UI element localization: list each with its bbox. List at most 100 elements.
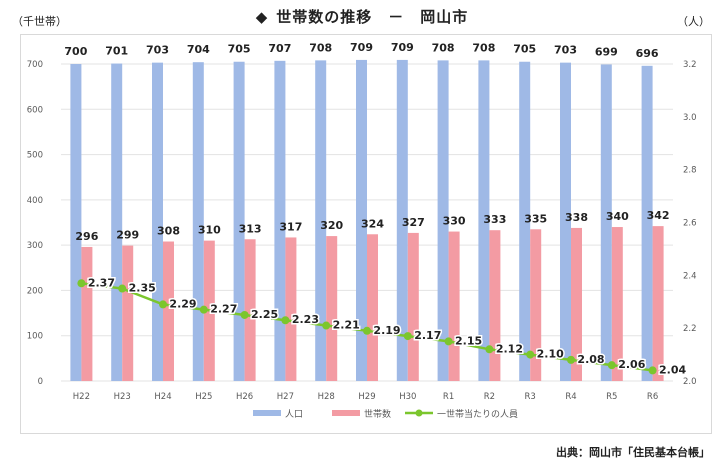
x-axis-tick-label: R2	[484, 392, 495, 402]
x-axis-tick-label: H22	[73, 392, 90, 402]
x-axis-tick-label: H23	[114, 392, 131, 402]
legend-per-household-label: 一世帯当たりの人員	[437, 408, 518, 420]
per-household-data-label: 2.10	[537, 348, 564, 361]
households-data-label: 320	[320, 219, 343, 232]
legend-per-household-swatch-marker	[415, 409, 423, 417]
right-axis-tick-label: 2.4	[683, 271, 697, 281]
households-bar	[285, 237, 297, 381]
x-axis-tick-label: H26	[236, 392, 253, 402]
population-bar	[560, 62, 571, 382]
left-axis-tick-label: 200	[27, 286, 43, 296]
households-bar	[448, 231, 460, 381]
x-axis-tick-label: R3	[525, 392, 536, 402]
population-data-label: 705	[513, 43, 536, 56]
households-bar	[163, 241, 174, 381]
per-household-data-label: 2.19	[373, 324, 400, 337]
chart-area: 0 100 200 300 400 500 600 700 2.0 2.2 2.4 2.6 2.8 3.0…	[20, 34, 712, 434]
households-data-label: 338	[565, 211, 588, 224]
population-data-label: 709	[350, 41, 373, 54]
x-axis-tick-label: H29	[358, 392, 375, 402]
left-axis-tick-label: 100	[27, 332, 43, 342]
households-data-label: 308	[157, 225, 180, 238]
right-axis-unit: （人）	[677, 15, 710, 28]
per-household-point	[77, 279, 86, 288]
per-household-point	[322, 321, 331, 330]
x-axis-tick-label: H30	[399, 392, 416, 402]
households-data-label: 310	[198, 224, 221, 237]
per-household-point	[403, 332, 412, 341]
households-bar	[244, 239, 256, 381]
per-household-point	[159, 300, 167, 309]
population-bar	[519, 61, 531, 381]
per-household-data-label: 2.12	[496, 342, 523, 355]
households-data-label: 327	[402, 216, 425, 229]
population-data-label: 703	[554, 44, 577, 57]
households-data-label: 340	[606, 210, 629, 223]
x-axis-tick-label: R5	[606, 392, 617, 402]
population-data-label: 699	[595, 45, 618, 58]
left-axis-tick-label: 400	[27, 196, 43, 206]
per-household-point	[567, 355, 575, 364]
chart-title: ◆ 世帯数の推移 － 岡山市	[0, 6, 724, 27]
title-marker: ◆	[255, 8, 269, 26]
households-bar	[489, 230, 501, 381]
households-bar	[122, 245, 134, 381]
households-bar	[611, 227, 623, 381]
x-axis-tick-label: R1	[443, 392, 454, 402]
households-data-label: 296	[75, 230, 98, 243]
per-household-data-label: 2.08	[577, 353, 604, 366]
households-data-label: 324	[361, 217, 384, 230]
x-axis-tick-label: R6	[647, 392, 658, 402]
households-data-label: 317	[279, 220, 302, 233]
x-axis-tick-label: H27	[277, 392, 294, 402]
x-axis-tick-label: H25	[195, 392, 212, 402]
per-household-data-label: 2.35	[129, 282, 156, 295]
population-bar	[111, 63, 123, 381]
legend-households-swatch	[332, 410, 360, 416]
per-household-data-label: 2.17	[414, 329, 441, 342]
per-household-data-label: 2.37	[88, 276, 115, 289]
per-household-data-label: 2.15	[455, 334, 482, 347]
per-household-data-label: 2.21	[333, 319, 360, 332]
population-bar	[192, 62, 204, 382]
legend-households-label: 世帯数	[364, 408, 391, 420]
per-household-point	[240, 310, 249, 319]
per-household-point	[281, 316, 290, 325]
per-household-point	[118, 284, 127, 293]
population-data-label: 704	[187, 43, 210, 56]
population-bar	[356, 59, 367, 381]
per-household-point	[485, 345, 494, 354]
households-data-label: 342	[647, 209, 670, 222]
x-axis-tick-label: H24	[154, 392, 171, 402]
left-axis-tick-label: 500	[27, 151, 43, 161]
population-data-label: 700	[64, 45, 87, 58]
right-axis-tick-label: 2.8	[683, 166, 697, 176]
households-bar	[367, 234, 378, 381]
population-bar	[274, 60, 286, 381]
chart-svg: 0 100 200 300 400 500 600 700 2.0 2.2 2.4 2.6 2.8 3.0…	[27, 41, 697, 420]
population-bar	[396, 59, 408, 381]
per-household-data-label: 2.06	[618, 358, 645, 371]
per-household-point	[526, 350, 535, 359]
population-bar	[600, 64, 612, 382]
per-household-data-label: 2.04	[659, 363, 686, 376]
households-bar	[81, 246, 93, 381]
per-household-point	[199, 305, 208, 314]
legend-population-swatch	[253, 410, 281, 416]
population-data-label: 707	[268, 42, 291, 55]
population-bar	[152, 62, 163, 382]
population-data-label: 701	[105, 45, 128, 58]
per-household-point	[444, 337, 453, 346]
households-data-label: 299	[116, 229, 139, 242]
per-household-point	[607, 361, 616, 370]
population-data-label: 709	[391, 41, 414, 54]
households-bar	[407, 232, 419, 381]
households-data-label: 330	[443, 215, 466, 228]
households-bar	[530, 229, 542, 381]
per-household-point	[648, 366, 657, 375]
population-bar	[70, 64, 82, 381]
per-household-data-label: 2.23	[292, 313, 319, 326]
households-bar	[652, 226, 664, 381]
right-axis-tick-label: 2.2	[683, 324, 697, 334]
left-axis-tick-label: 600	[27, 105, 43, 115]
